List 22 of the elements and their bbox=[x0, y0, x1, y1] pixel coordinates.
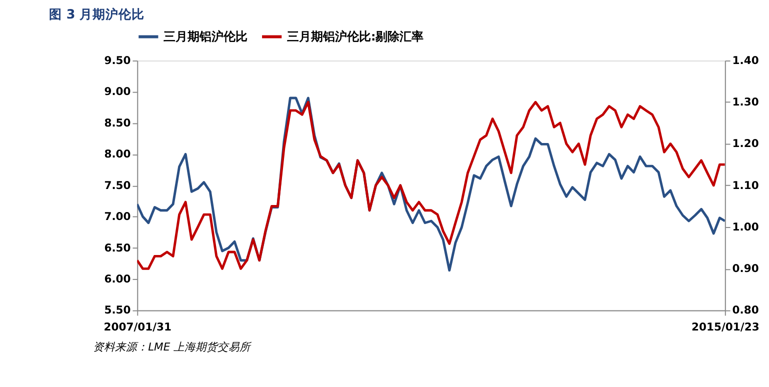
y2-tick-label: 0.80 bbox=[732, 304, 759, 317]
y2-tick-label: 1.00 bbox=[732, 220, 759, 234]
y-tick-label: 7.50 bbox=[104, 178, 131, 192]
y2-tick-label: 0.90 bbox=[732, 262, 759, 276]
y2-tick-label: 1.10 bbox=[732, 178, 759, 192]
y-tick-label: 8.50 bbox=[104, 116, 131, 130]
y-tick-label: 9.50 bbox=[104, 54, 131, 67]
text: 资料来源：LME 上海期货交易所 bbox=[93, 340, 253, 354]
y2-tick-label: 1.40 bbox=[732, 54, 759, 67]
x-tick-label: 2007/01/31 bbox=[104, 320, 172, 334]
y2-tick-label: 1.20 bbox=[732, 137, 759, 150]
y-tick-label: 6.50 bbox=[104, 241, 131, 254]
legend-label: 三月期铝沪伦比 bbox=[164, 30, 248, 44]
y-tick-label: 5.50 bbox=[104, 304, 131, 317]
y-tick-label: 8.00 bbox=[104, 148, 131, 161]
y2-tick-label: 1.30 bbox=[732, 96, 759, 109]
legend-label: 三月期铝沪伦比:剔除汇率 bbox=[287, 30, 424, 44]
x-tick-label: 2015/01/23 bbox=[692, 320, 760, 334]
y-tick-label: 7.00 bbox=[104, 210, 131, 224]
chart-title: 图 3 月期沪伦比 bbox=[48, 6, 145, 22]
y-tick-label: 9.00 bbox=[104, 85, 131, 98]
y-tick-label: 6.00 bbox=[104, 272, 131, 286]
